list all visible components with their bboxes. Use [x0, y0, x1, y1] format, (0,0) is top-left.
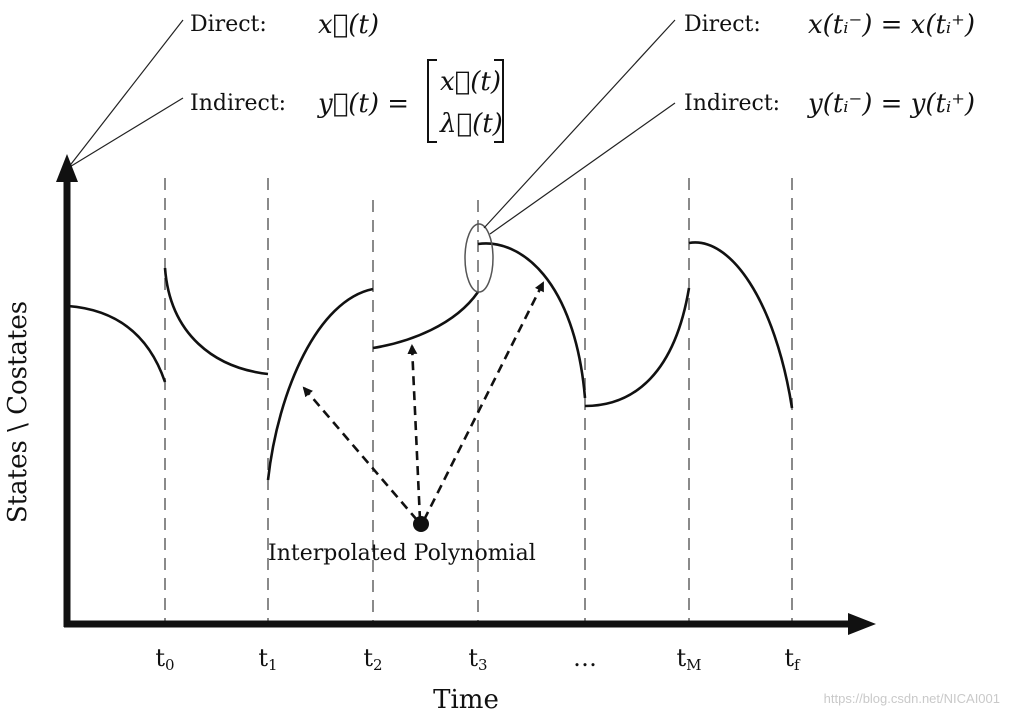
interp-arrow-segment-4 — [422, 281, 545, 521]
y-axis-arrowhead — [56, 154, 78, 182]
left-indirect-expr: y⃗(t) = — [317, 89, 409, 119]
matrix-left-bracket — [427, 59, 437, 143]
segment-curve-2 — [266, 287, 374, 481]
segment-dividers — [164, 178, 793, 622]
tick-label-t0: t0 — [155, 644, 174, 674]
segment-curve-6 — [688, 241, 794, 409]
callout-line-right-direct — [483, 19, 676, 229]
segment-curve-4 — [477, 242, 587, 399]
interpolation-label: Interpolated Polynomial — [268, 541, 536, 566]
segment-curve-0 — [67, 304, 167, 383]
interpolation-point — [413, 516, 429, 532]
interpolation-arrows — [302, 281, 545, 521]
right-indirect-expr: y(tᵢ⁻) = y(tᵢ⁺) — [807, 89, 975, 119]
segment-curve-1 — [163, 267, 269, 376]
tick-label-tf: tf — [784, 644, 801, 674]
left-direct-expr: x⃗(t) — [318, 10, 379, 40]
continuity-ellipse — [464, 223, 494, 293]
trajectory-segments — [67, 241, 794, 481]
tick-label-ellipsis: … — [573, 644, 597, 672]
left-indirect-label: Indirect: — [190, 91, 286, 116]
right-annotation: Direct: x(tᵢ⁻) = x(tᵢ⁺) Indirect: y(tᵢ⁻)… — [684, 10, 975, 119]
right-direct-label: Direct: — [684, 12, 761, 37]
callout-line-right-indirect — [489, 102, 676, 235]
tick-label-t2: t2 — [363, 644, 382, 674]
x-axis-title: Time — [433, 685, 499, 714]
right-direct-expr: x(tᵢ⁻) = x(tᵢ⁺) — [808, 10, 975, 40]
tick-label-tM: tM — [676, 644, 701, 674]
segment-curve-5 — [584, 287, 691, 408]
callout-line-left-indirect — [67, 97, 184, 169]
left-annotation: Direct: x⃗(t) Indirect: y⃗(t) = x⃗(t) λ⃗… — [190, 10, 504, 143]
left-direct-label: Direct: — [190, 12, 267, 37]
matrix-right-bracket — [494, 59, 504, 143]
callout-lines — [67, 19, 676, 235]
time-ticks: t0 t1 t2 t3 … tM tf — [155, 644, 801, 674]
callout-line-left-direct — [67, 19, 184, 169]
matrix-top-entry: x⃗(t) — [440, 67, 501, 97]
interp-arrow-segment-3 — [407, 344, 422, 521]
matrix-bottom-entry: λ⃗(t) — [439, 109, 503, 139]
tick-label-t3: t3 — [468, 644, 487, 674]
y-axis-title: States \ Costates — [3, 301, 33, 523]
x-axis-arrowhead — [848, 613, 876, 635]
right-indirect-label: Indirect: — [684, 91, 780, 116]
tick-label-t1: t1 — [258, 644, 277, 674]
segment-curve-3 — [372, 291, 480, 350]
axes — [56, 154, 876, 635]
interp-arrow-segment-2 — [302, 386, 418, 521]
watermark: https://blog.csdn.net/NICAI001 — [824, 691, 1000, 706]
